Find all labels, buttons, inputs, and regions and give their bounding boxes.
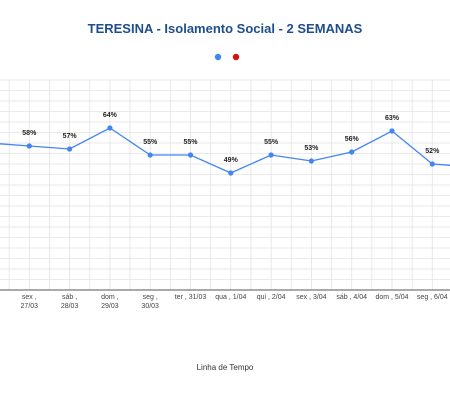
data-labels: 58% 57% 64% 55% 55% 49% 55% 53% 56% 63% 52% [22,112,440,164]
data-point [26,143,32,149]
data-label: 63% [385,115,400,122]
data-label: 52% [425,148,440,155]
legend [214,53,240,61]
data-point [349,149,355,155]
data-label: 64% [103,112,118,119]
data-label: 49% [224,157,239,164]
data-points [26,125,435,176]
x-tick-label: 27/03 [21,303,39,310]
data-label: 55% [183,139,198,146]
data-point [429,161,435,167]
x-tick-label: dom , [101,294,119,301]
x-tick-label: sex , [22,294,37,301]
legend-dot-red [232,53,240,61]
legend-dot-blue [214,53,222,61]
x-tick-label: 30/03 [141,303,159,310]
data-point [228,170,234,176]
data-point [67,146,73,152]
x-tick-label: sáb , 4/04 [336,294,367,301]
x-tick-label: seg , 6/04 [417,294,448,301]
x-tick-label: sex , 3/04 [296,294,326,301]
data-point [308,158,314,164]
data-label: 58% [22,130,37,137]
x-tick-label: seg , [143,294,158,301]
x-tick-label: dom , 5/04 [375,294,408,301]
data-point [107,125,113,131]
data-point [187,152,194,158]
data-label: 53% [304,145,319,152]
chart-title: TERESINA - Isolamento Social - 2 SEMANAS [87,21,363,36]
grid-lines [0,79,450,290]
data-label: 55% [143,139,158,146]
x-tick-label: 29/03 [101,303,119,310]
data-label: 55% [264,139,279,146]
data-label: 57% [63,133,78,140]
data-point [389,128,395,134]
x-tick-label: 28/03 [61,303,79,310]
data-point [268,152,274,158]
x-tick-label: qui , 2/04 [257,294,286,301]
x-axis-title: Linha de Tempo [196,363,254,372]
x-tick-label: sáb , [62,294,77,301]
x-tick-label: qua , 1/04 [215,294,246,301]
x-tick-label: ter , 31/03 [175,294,207,301]
data-label: 56% [345,136,360,143]
data-point [147,152,153,158]
